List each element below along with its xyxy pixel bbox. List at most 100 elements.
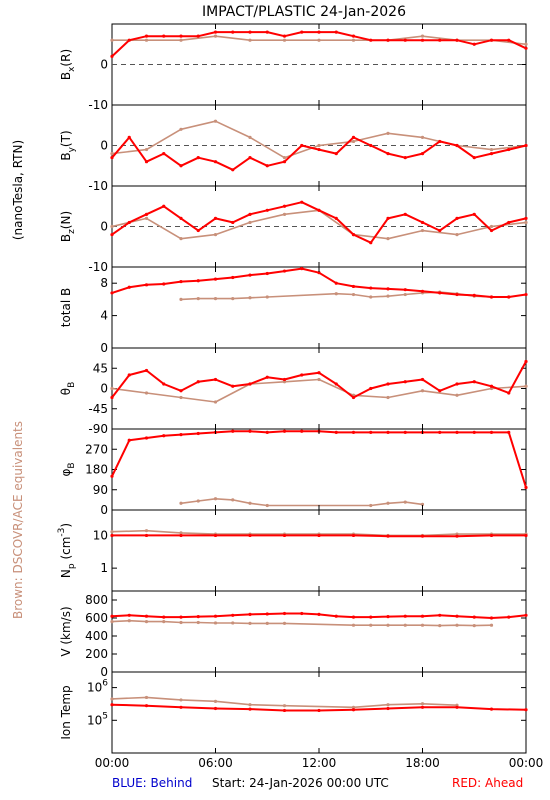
data-point [386,706,390,711]
data-point [282,533,287,538]
data-point [144,533,149,538]
data-point [438,624,442,628]
data-point [213,277,218,281]
data-point [351,533,356,538]
data-point [248,703,252,707]
data-point [248,135,252,139]
data-point [369,615,373,619]
data-point [110,533,114,538]
data-point [507,220,511,225]
data-point [231,220,235,225]
data-point [110,530,114,534]
data-point [386,216,390,220]
data-point [265,208,269,212]
data-point [438,228,442,233]
data-point [144,147,149,152]
data-point [110,54,114,59]
data-point [489,533,494,538]
data-point [213,160,218,164]
footer-red: RED: Ahead [452,776,523,790]
data-point [265,295,269,299]
data-point [403,288,407,292]
data-point [524,46,528,50]
data-point [110,474,114,478]
side-note: Brown: DSCOVR/ACE equivalents [11,421,25,619]
data-point [420,702,425,706]
data-point [179,216,183,220]
y-tick-label: 180 [85,463,108,477]
data-point [127,220,131,225]
data-point [144,704,149,708]
data-point [248,30,252,34]
data-point [162,382,166,386]
panel-np: 10 1 Np (cm-3) [57,509,528,592]
data-point [489,147,494,152]
data-point [162,615,166,619]
panel-frame [111,266,527,349]
data-point [179,531,183,535]
data-point [248,621,252,626]
y-tick-label: 0 [100,382,108,396]
data-point [248,38,252,42]
data-point [179,34,183,38]
series-brown [110,119,528,160]
data-point [196,34,200,38]
data-point [524,708,528,712]
data-point [179,698,183,702]
data-point [265,375,269,379]
data-point [489,707,494,711]
data-point [231,296,235,301]
data-point [317,30,321,34]
data-point [110,697,114,701]
data-point [420,502,425,506]
data-point [472,212,476,216]
data-point [300,373,304,377]
data-point [300,200,304,204]
data-point [403,212,407,216]
data-point [179,501,183,505]
data-point [317,533,321,538]
data-point [334,216,338,220]
data-point [386,131,390,135]
data-point [489,623,494,627]
data-point [110,38,114,42]
data-point [282,611,287,616]
data-point [231,384,235,388]
data-point [524,216,528,220]
data-point [110,156,114,160]
data-point [144,38,149,42]
data-point [196,296,200,301]
data-point [317,708,321,713]
data-point [420,623,425,627]
data-point [386,615,390,619]
data-point [196,620,200,625]
data-point [248,296,252,300]
series-red [110,703,528,713]
data-point [351,708,356,712]
data-point [179,38,183,42]
data-point [265,621,269,626]
panel-theta: 45 0 -45 -90 θB [59,347,528,436]
panel-bx: 0 -10 Bx(R) [59,23,528,112]
y-axis-label: V (km/s) [59,606,73,656]
data-point [144,620,149,624]
data-point [144,212,149,216]
data-point [334,292,338,296]
data-point [162,282,166,286]
data-point [472,293,476,297]
data-point [213,233,218,237]
data-point [213,614,218,618]
data-point [179,279,183,284]
y-axis-label: φB [59,462,77,476]
data-point [420,220,425,225]
panel-frame [111,590,527,673]
data-point [317,371,321,375]
data-point [213,119,218,123]
series-line [111,430,527,488]
data-point [507,430,511,434]
data-point [351,139,356,144]
data-point [213,377,218,382]
data-point [386,534,390,538]
data-point [455,292,459,297]
data-point [386,237,390,241]
